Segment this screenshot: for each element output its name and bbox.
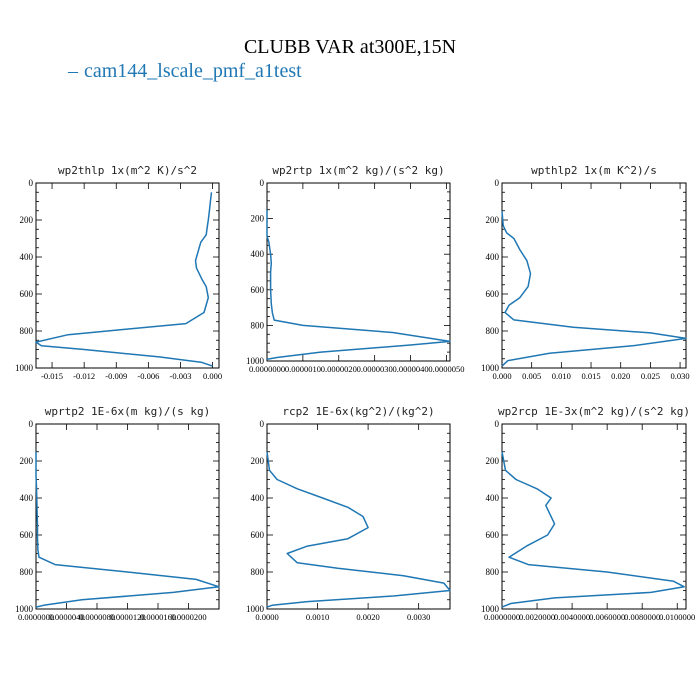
y-tick-label: 400 — [251, 249, 265, 259]
x-tick-label: 0.0000080 — [79, 612, 115, 622]
y-tick-label: 600 — [20, 530, 34, 540]
chart-title: wp2thlp 1x(m^2 K)/s^2 — [58, 164, 197, 177]
series-line — [35, 192, 213, 367]
series-line — [501, 210, 687, 367]
x-tick-label: 0.0000040 — [48, 612, 84, 622]
y-tick-label: 600 — [20, 289, 34, 299]
page-title: CLUBB VAR at300E,15N — [243, 36, 457, 58]
y-tick-label: 800 — [251, 320, 265, 330]
chart-panel-4: wprtp2 1E-6x(m kg)/(s kg) 0 200 400 600 800 10… — [15, 405, 220, 622]
y-tick-label: 200 — [486, 215, 500, 225]
x-tick-label: 0.0000000 — [249, 364, 285, 374]
legend-line-icon: – — [68, 60, 78, 82]
x-tick-label: 0.0010 — [306, 612, 329, 622]
y-tick-label: 1000 — [246, 356, 265, 366]
x-tick-label: 0.0000000 — [484, 612, 520, 622]
legend: – cam144_lscale_pmf_a1test — [68, 60, 302, 83]
x-tick-label: 0.0020000 — [519, 612, 555, 622]
y-tick-label: 0 — [495, 178, 500, 188]
series-line — [266, 451, 451, 608]
series-line — [266, 209, 451, 360]
y-tick-label: 200 — [251, 214, 265, 224]
x-tick-label: -0.006 — [137, 371, 159, 381]
x-tick-label: 0.0060000 — [589, 612, 625, 622]
y-tick-label: 800 — [486, 326, 500, 336]
y-tick-label: 800 — [20, 326, 34, 336]
x-tick-label: 0.0000050 — [428, 364, 464, 374]
plot-frame — [35, 423, 220, 610]
y-tick-label: 0 — [495, 419, 500, 429]
x-tick-label: 0.015 — [581, 371, 600, 381]
legend-label: cam144_lscale_pmf_a1test — [84, 60, 302, 82]
y-tick-label: 1000 — [481, 604, 500, 614]
y-tick-label: 200 — [20, 215, 34, 225]
y-tick-label: 400 — [251, 493, 265, 503]
plot-frame — [501, 423, 687, 610]
y-tick-label: 800 — [251, 567, 265, 577]
x-tick-label: 0.025 — [641, 371, 660, 381]
y-tick-label: 400 — [486, 493, 500, 503]
y-tick-label: 600 — [251, 530, 265, 540]
chart-title: rcp2 1E-6x(kg^2)/(kg^2) — [282, 405, 434, 418]
chart-title: wpthlp2 1x(m K^2)/s — [531, 164, 657, 177]
x-tick-label: 0.010 — [552, 371, 571, 381]
y-tick-label: 800 — [20, 567, 34, 577]
chart-title: wp2rcp 1E-3x(m^2 kg)/(s^2 kg) — [498, 405, 690, 418]
y-tick-label: 0 — [260, 178, 265, 188]
y-tick-label: 1000 — [246, 604, 265, 614]
x-tick-label: 0.0000040 — [392, 364, 428, 374]
y-tick-label: 400 — [20, 493, 34, 503]
x-tick-label: 0.0030 — [407, 612, 430, 622]
y-tick-label: 0 — [29, 178, 34, 188]
x-tick-label: 0.0000030 — [357, 364, 393, 374]
x-tick-label: -0.012 — [73, 371, 95, 381]
plot-frame — [266, 182, 451, 362]
series-line — [501, 451, 685, 608]
x-tick-label: 0.0000010 — [285, 364, 321, 374]
plot-frame — [35, 182, 220, 369]
y-tick-label: 1000 — [15, 363, 34, 373]
y-tick-label: 1000 — [15, 604, 34, 614]
x-tick-label: 0.0000000 — [18, 612, 54, 622]
x-tick-label: 0.0080000 — [624, 612, 660, 622]
x-tick-label: -0.009 — [105, 371, 127, 381]
chart-title: wprtp2 1E-6x(m kg)/(s kg) — [45, 405, 211, 418]
y-tick-label: 0 — [29, 419, 34, 429]
y-tick-label: 200 — [251, 456, 265, 466]
x-tick-label: 0.0020 — [356, 612, 379, 622]
y-tick-label: 400 — [486, 252, 500, 262]
x-tick-label: 0.000 — [492, 371, 511, 381]
x-tick-label: 0.0000120 — [109, 612, 145, 622]
chart-panel-5: rcp2 1E-6x(kg^2)/(kg^2) 0 200 400 600 800 1000… — [246, 405, 451, 622]
y-tick-label: 400 — [20, 252, 34, 262]
x-tick-label: 0.030 — [671, 371, 690, 381]
chart-panel-3: wpthlp2 1x(m K^2)/s020040060080010000.00… — [481, 164, 690, 381]
chart-panel-2: wp2rtp 1x(m^2 kg)/(s^2 kg) 0 200 400 600 800 1… — [246, 164, 464, 374]
y-tick-label: 800 — [486, 567, 500, 577]
x-tick-label: 0.0000200 — [170, 612, 206, 622]
x-tick-label: 0.0000 — [255, 612, 278, 622]
chart-title: wp2rtp 1x(m^2 kg)/(s^2 kg) — [272, 164, 444, 177]
x-tick-label: 0.005 — [522, 371, 541, 381]
x-tick-label: 0.0000160 — [140, 612, 176, 622]
chart-panel-1: wp2thlp 1x(m^2 K)/s^2 0 200 400 600 800 1000 -0… — [15, 164, 222, 381]
y-tick-label: 200 — [20, 456, 34, 466]
y-tick-label: 0 — [260, 419, 265, 429]
x-tick-label: 0.0000020 — [321, 364, 357, 374]
x-tick-label: 0.000 — [203, 371, 222, 381]
y-tick-label: 600 — [251, 285, 265, 295]
chart-panel-6: wp2rcp 1E-3x(m^2 kg)/(s^2 kg)0 200 400 600 8… — [481, 405, 695, 622]
y-tick-label: 200 — [486, 456, 500, 466]
x-tick-label: -0.015 — [41, 371, 63, 381]
x-tick-label: -0.003 — [169, 371, 191, 381]
x-tick-label: 0.0040000 — [554, 612, 590, 622]
y-tick-label: 600 — [486, 530, 500, 540]
series-line — [35, 451, 220, 608]
y-tick-label: 1000 — [481, 363, 500, 373]
x-tick-label: 0.020 — [611, 371, 630, 381]
plot-frame — [266, 423, 451, 610]
y-tick-label: 600 — [486, 289, 500, 299]
x-tick-label: 0.0100000 — [659, 612, 695, 622]
